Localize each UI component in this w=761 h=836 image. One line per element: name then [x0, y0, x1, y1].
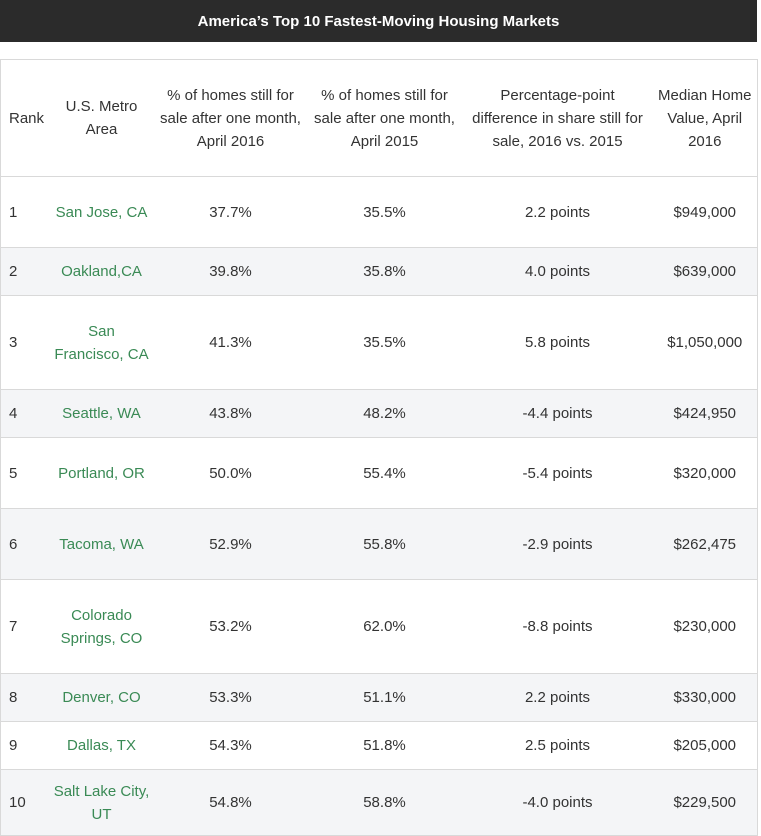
value-cell: $639,000 — [652, 247, 758, 296]
metro-cell: San Francisco, CA — [48, 295, 155, 390]
pct-2016-cell: 41.3% — [154, 295, 307, 390]
diff-cell: -5.4 points — [462, 437, 653, 509]
pct-2016-cell: 53.2% — [154, 579, 307, 674]
value-cell: $1,050,000 — [652, 295, 758, 390]
value-cell: $320,000 — [652, 437, 758, 509]
rank-cell: 1 — [0, 176, 49, 248]
metro-cell: Tacoma, WA — [48, 508, 155, 580]
page-title: America’s Top 10 Fastest-Moving Housing … — [197, 12, 560, 30]
rank-cell: 6 — [0, 508, 49, 580]
metro-link[interactable]: Colorado Springs, CO — [60, 606, 143, 647]
metro-cell: Seattle, WA — [48, 389, 155, 438]
pct-2016-cell: 53.3% — [154, 673, 307, 722]
pct-2016-cell: 50.0% — [154, 437, 307, 509]
metro-cell: Salt Lake City, UT — [48, 769, 155, 836]
diff-cell: 2.2 points — [462, 673, 653, 722]
header-pct-2016: % of homes still for sale after one mont… — [154, 59, 307, 177]
table-row: 9 Dallas, TX 54.3% 51.8% 2.5 points $205… — [0, 721, 758, 770]
metro-link[interactable]: Denver, CO — [62, 689, 141, 706]
diff-cell: 2.2 points — [462, 176, 653, 248]
pct-2015-cell: 55.4% — [306, 437, 463, 509]
header-pct-2015: % of homes still for sale after one mont… — [306, 59, 463, 177]
header-diff: Percentage-point difference in share sti… — [462, 59, 653, 177]
metro-link[interactable]: San Jose, CA — [55, 203, 148, 221]
table-row: 8 Denver, CO 53.3% 51.1% 2.2 points $330… — [0, 673, 758, 722]
pct-2016-cell: 54.8% — [154, 769, 307, 836]
pct-2015-cell: 35.5% — [306, 295, 463, 390]
diff-cell: -2.9 points — [462, 508, 653, 580]
metro-cell: Portland, OR — [48, 437, 155, 509]
table-row: 7 Colorado Springs, CO 53.2% 62.0% -8.8 … — [0, 579, 758, 674]
pct-2015-cell: 35.5% — [306, 176, 463, 248]
pct-2016-cell: 52.9% — [154, 508, 307, 580]
header-row: Rank U.S. Metro Area % of homes still fo… — [0, 59, 758, 177]
diff-cell: 4.0 points — [462, 247, 653, 296]
spacer — [0, 42, 761, 59]
metro-link[interactable]: San Francisco, CA — [54, 322, 149, 363]
rank-cell: 10 — [0, 769, 49, 836]
pct-2015-cell: 48.2% — [306, 389, 463, 438]
pct-2015-cell: 58.8% — [306, 769, 463, 836]
markets-table: Rank U.S. Metro Area % of homes still fo… — [0, 59, 758, 836]
value-cell: $330,000 — [652, 673, 758, 722]
diff-cell: -4.0 points — [462, 769, 653, 836]
rank-cell: 4 — [0, 389, 49, 438]
value-cell: $949,000 — [652, 176, 758, 248]
value-cell: $262,475 — [652, 508, 758, 580]
diff-cell: -4.4 points — [462, 389, 653, 438]
metro-link[interactable]: Oakland,CA — [61, 263, 142, 280]
value-cell: $229,500 — [652, 769, 758, 836]
rank-cell: 5 — [0, 437, 49, 509]
table-row: 3 San Francisco, CA 41.3% 35.5% 5.8 poin… — [0, 295, 758, 390]
value-cell: $424,950 — [652, 389, 758, 438]
pct-2015-cell: 62.0% — [306, 579, 463, 674]
pct-2015-cell: 51.1% — [306, 673, 463, 722]
diff-cell: 5.8 points — [462, 295, 653, 390]
value-cell: $205,000 — [652, 721, 758, 770]
pct-2016-cell: 43.8% — [154, 389, 307, 438]
metro-cell: Denver, CO — [48, 673, 155, 722]
pct-2015-cell: 35.8% — [306, 247, 463, 296]
metro-link[interactable]: Seattle, WA — [62, 405, 141, 422]
metro-link[interactable]: Dallas, TX — [67, 737, 136, 754]
rank-cell: 7 — [0, 579, 49, 674]
table-row: 5 Portland, OR 50.0% 55.4% -5.4 points $… — [0, 437, 758, 509]
header-rank: Rank — [0, 59, 49, 177]
table-row: 1 San Jose, CA 37.7% 35.5% 2.2 points $9… — [0, 176, 758, 248]
pct-2016-cell: 37.7% — [154, 176, 307, 248]
metro-link[interactable]: Portland, OR — [58, 464, 145, 482]
table-row: 2 Oakland,CA 39.8% 35.8% 4.0 points $639… — [0, 247, 758, 296]
metro-cell: Dallas, TX — [48, 721, 155, 770]
rank-cell: 8 — [0, 673, 49, 722]
pct-2015-cell: 55.8% — [306, 508, 463, 580]
pct-2015-cell: 51.8% — [306, 721, 463, 770]
header-value: Median Home Value, April 2016 — [652, 59, 758, 177]
diff-cell: 2.5 points — [462, 721, 653, 770]
pct-2016-cell: 39.8% — [154, 247, 307, 296]
table-row: 10 Salt Lake City, UT 54.8% 58.8% -4.0 p… — [0, 769, 758, 836]
metro-link[interactable]: Tacoma, WA — [59, 535, 144, 553]
diff-cell: -8.8 points — [462, 579, 653, 674]
metro-link[interactable]: Salt Lake City, UT — [53, 782, 150, 823]
value-cell: $230,000 — [652, 579, 758, 674]
table-row: 4 Seattle, WA 43.8% 48.2% -4.4 points $4… — [0, 389, 758, 438]
rank-cell: 9 — [0, 721, 49, 770]
metro-cell: Colorado Springs, CO — [48, 579, 155, 674]
pct-2016-cell: 54.3% — [154, 721, 307, 770]
header-metro: U.S. Metro Area — [48, 59, 155, 177]
metro-cell: Oakland,CA — [48, 247, 155, 296]
rank-cell: 2 — [0, 247, 49, 296]
table-row: 6 Tacoma, WA 52.9% 55.8% -2.9 points $26… — [0, 508, 758, 580]
rank-cell: 3 — [0, 295, 49, 390]
metro-cell: San Jose, CA — [48, 176, 155, 248]
title-bar: America’s Top 10 Fastest-Moving Housing … — [0, 0, 757, 42]
